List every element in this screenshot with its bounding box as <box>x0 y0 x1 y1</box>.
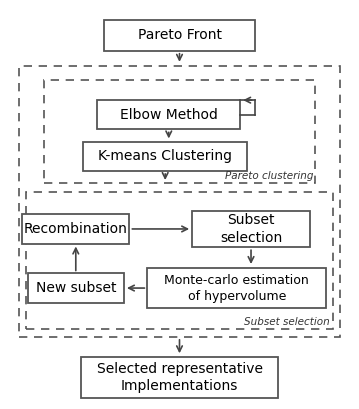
Bar <box>28 273 124 303</box>
Bar <box>147 267 326 308</box>
Bar <box>192 211 310 247</box>
Text: New subset: New subset <box>36 281 116 295</box>
Bar <box>83 142 247 171</box>
Bar <box>97 100 240 130</box>
Bar <box>43 80 316 183</box>
Text: Monte-carlo estimation
of hypervolume: Monte-carlo estimation of hypervolume <box>164 274 309 303</box>
Bar <box>104 20 255 51</box>
Text: Elbow Method: Elbow Method <box>120 108 218 122</box>
Bar <box>26 192 333 329</box>
Text: Pareto Front: Pareto Front <box>137 28 222 43</box>
Text: Selected representative
Implementations: Selected representative Implementations <box>97 362 262 393</box>
Text: Subset
selection: Subset selection <box>220 213 282 245</box>
Bar <box>19 66 340 337</box>
Text: Recombination: Recombination <box>24 222 128 236</box>
Text: Subset selection: Subset selection <box>244 317 330 327</box>
Bar <box>22 214 130 244</box>
Text: K-means Clustering: K-means Clustering <box>98 149 232 164</box>
Bar <box>81 357 278 398</box>
Text: Pareto clustering: Pareto clustering <box>225 171 314 181</box>
